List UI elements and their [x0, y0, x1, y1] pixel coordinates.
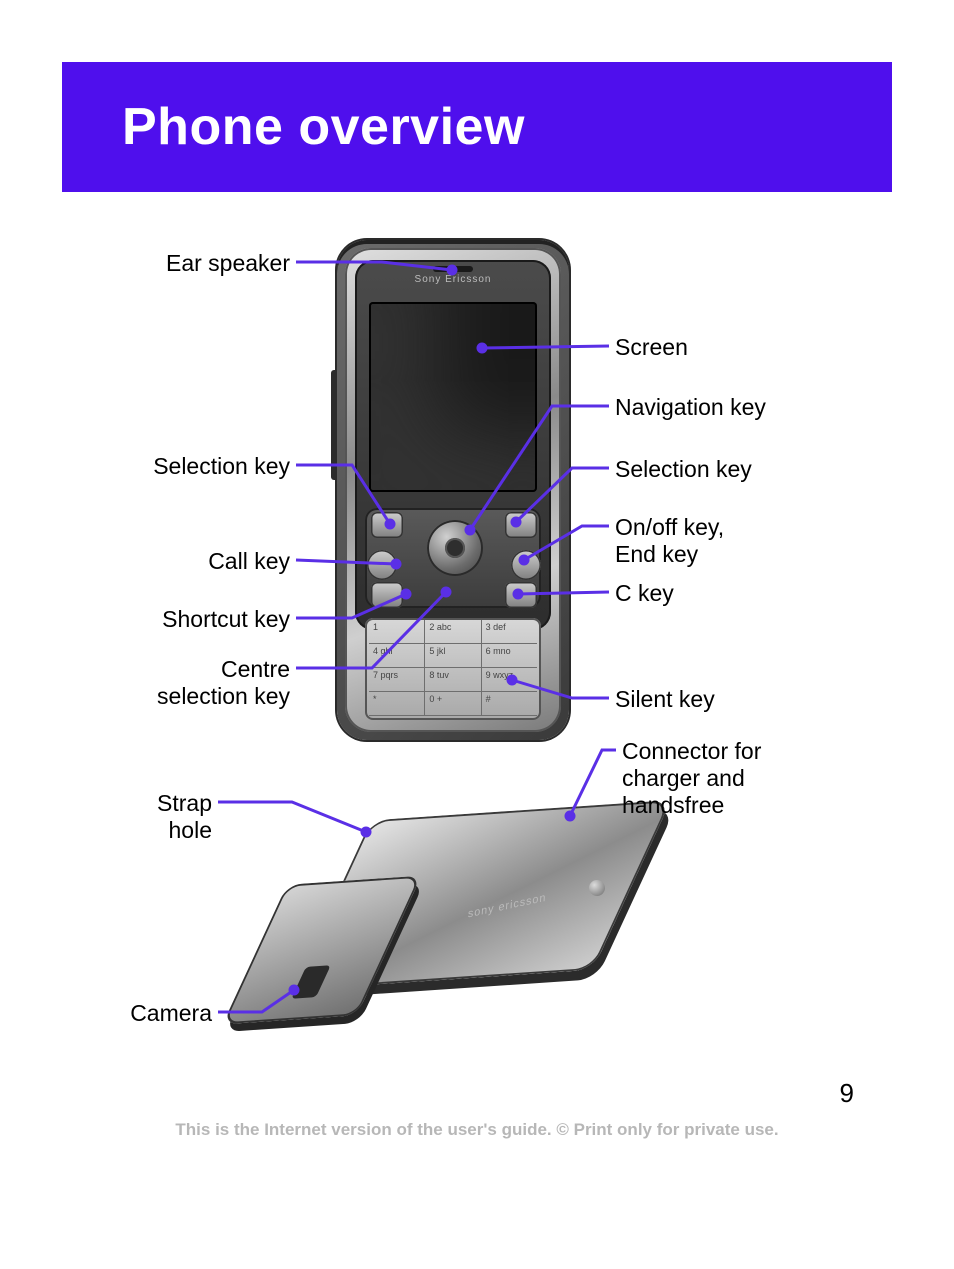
navigation-key	[427, 520, 483, 576]
callout-label-call-key: Call key	[208, 548, 290, 575]
call-key	[367, 550, 397, 580]
phone-screen	[369, 302, 537, 492]
keypad-key: #	[482, 692, 537, 716]
callout-label-connector: Connector for charger and handsfree	[622, 738, 761, 819]
keypad-key: 2 abc	[425, 620, 481, 644]
keypad-key: 7 pqrs	[369, 668, 425, 692]
callout-label-navigation-key: Navigation key	[615, 394, 766, 421]
callout-label-selection-key-r: Selection key	[615, 456, 752, 483]
selection-key-right	[505, 512, 537, 538]
callout-label-c-key: C key	[615, 580, 674, 607]
callout-label-selection-key-l: Selection key	[153, 453, 290, 480]
callout-label-on-off-end-key: On/off key, End key	[615, 514, 724, 568]
keypad-key: 4 ghi	[369, 644, 425, 668]
phone-back-illustration: sony ericsson	[237, 780, 667, 1060]
page-title: Phone overview	[122, 97, 525, 157]
keypad-key: *	[369, 692, 425, 716]
keypad-key: 3 def	[482, 620, 537, 644]
shortcut-key	[371, 582, 403, 608]
footer-notice: This is the Internet version of the user…	[0, 1120, 954, 1140]
phone-brand-label: Sony Ericsson	[337, 274, 569, 285]
selection-key-left	[371, 512, 403, 538]
phone-front-illustration: Sony Ericsson 1 2 abc 3 def 4 ghi 5 jkl …	[337, 240, 569, 740]
keypad-key: 1	[369, 620, 425, 644]
callout-label-screen: Screen	[615, 334, 688, 361]
keypad-key: 0 +	[425, 692, 481, 716]
keypad-key: 8 tuv	[425, 668, 481, 692]
keypad-key: 6 mno	[482, 644, 537, 668]
callout-label-strap-hole: Strap hole	[157, 790, 212, 844]
end-key	[511, 550, 541, 580]
numeric-keypad: 1 2 abc 3 def 4 ghi 5 jkl 6 mno 7 pqrs 8…	[365, 618, 541, 720]
phone-diagram: Sony Ericsson 1 2 abc 3 def 4 ghi 5 jkl …	[62, 220, 892, 1090]
callout-label-silent-key: Silent key	[615, 686, 715, 713]
banner: Phone overview	[62, 62, 892, 192]
ear-speaker-icon	[433, 266, 473, 272]
callout-label-centre-sel-key: Centre selection key	[157, 656, 290, 710]
callout-label-shortcut-key: Shortcut key	[162, 606, 290, 633]
callout-label-camera: Camera	[130, 1000, 212, 1027]
keypad-key: 9 wxyz	[482, 668, 537, 692]
c-key	[505, 582, 537, 608]
callout-label-ear-speaker: Ear speaker	[166, 250, 290, 277]
keypad-key: 5 jkl	[425, 644, 481, 668]
page-number: 9	[840, 1078, 854, 1109]
